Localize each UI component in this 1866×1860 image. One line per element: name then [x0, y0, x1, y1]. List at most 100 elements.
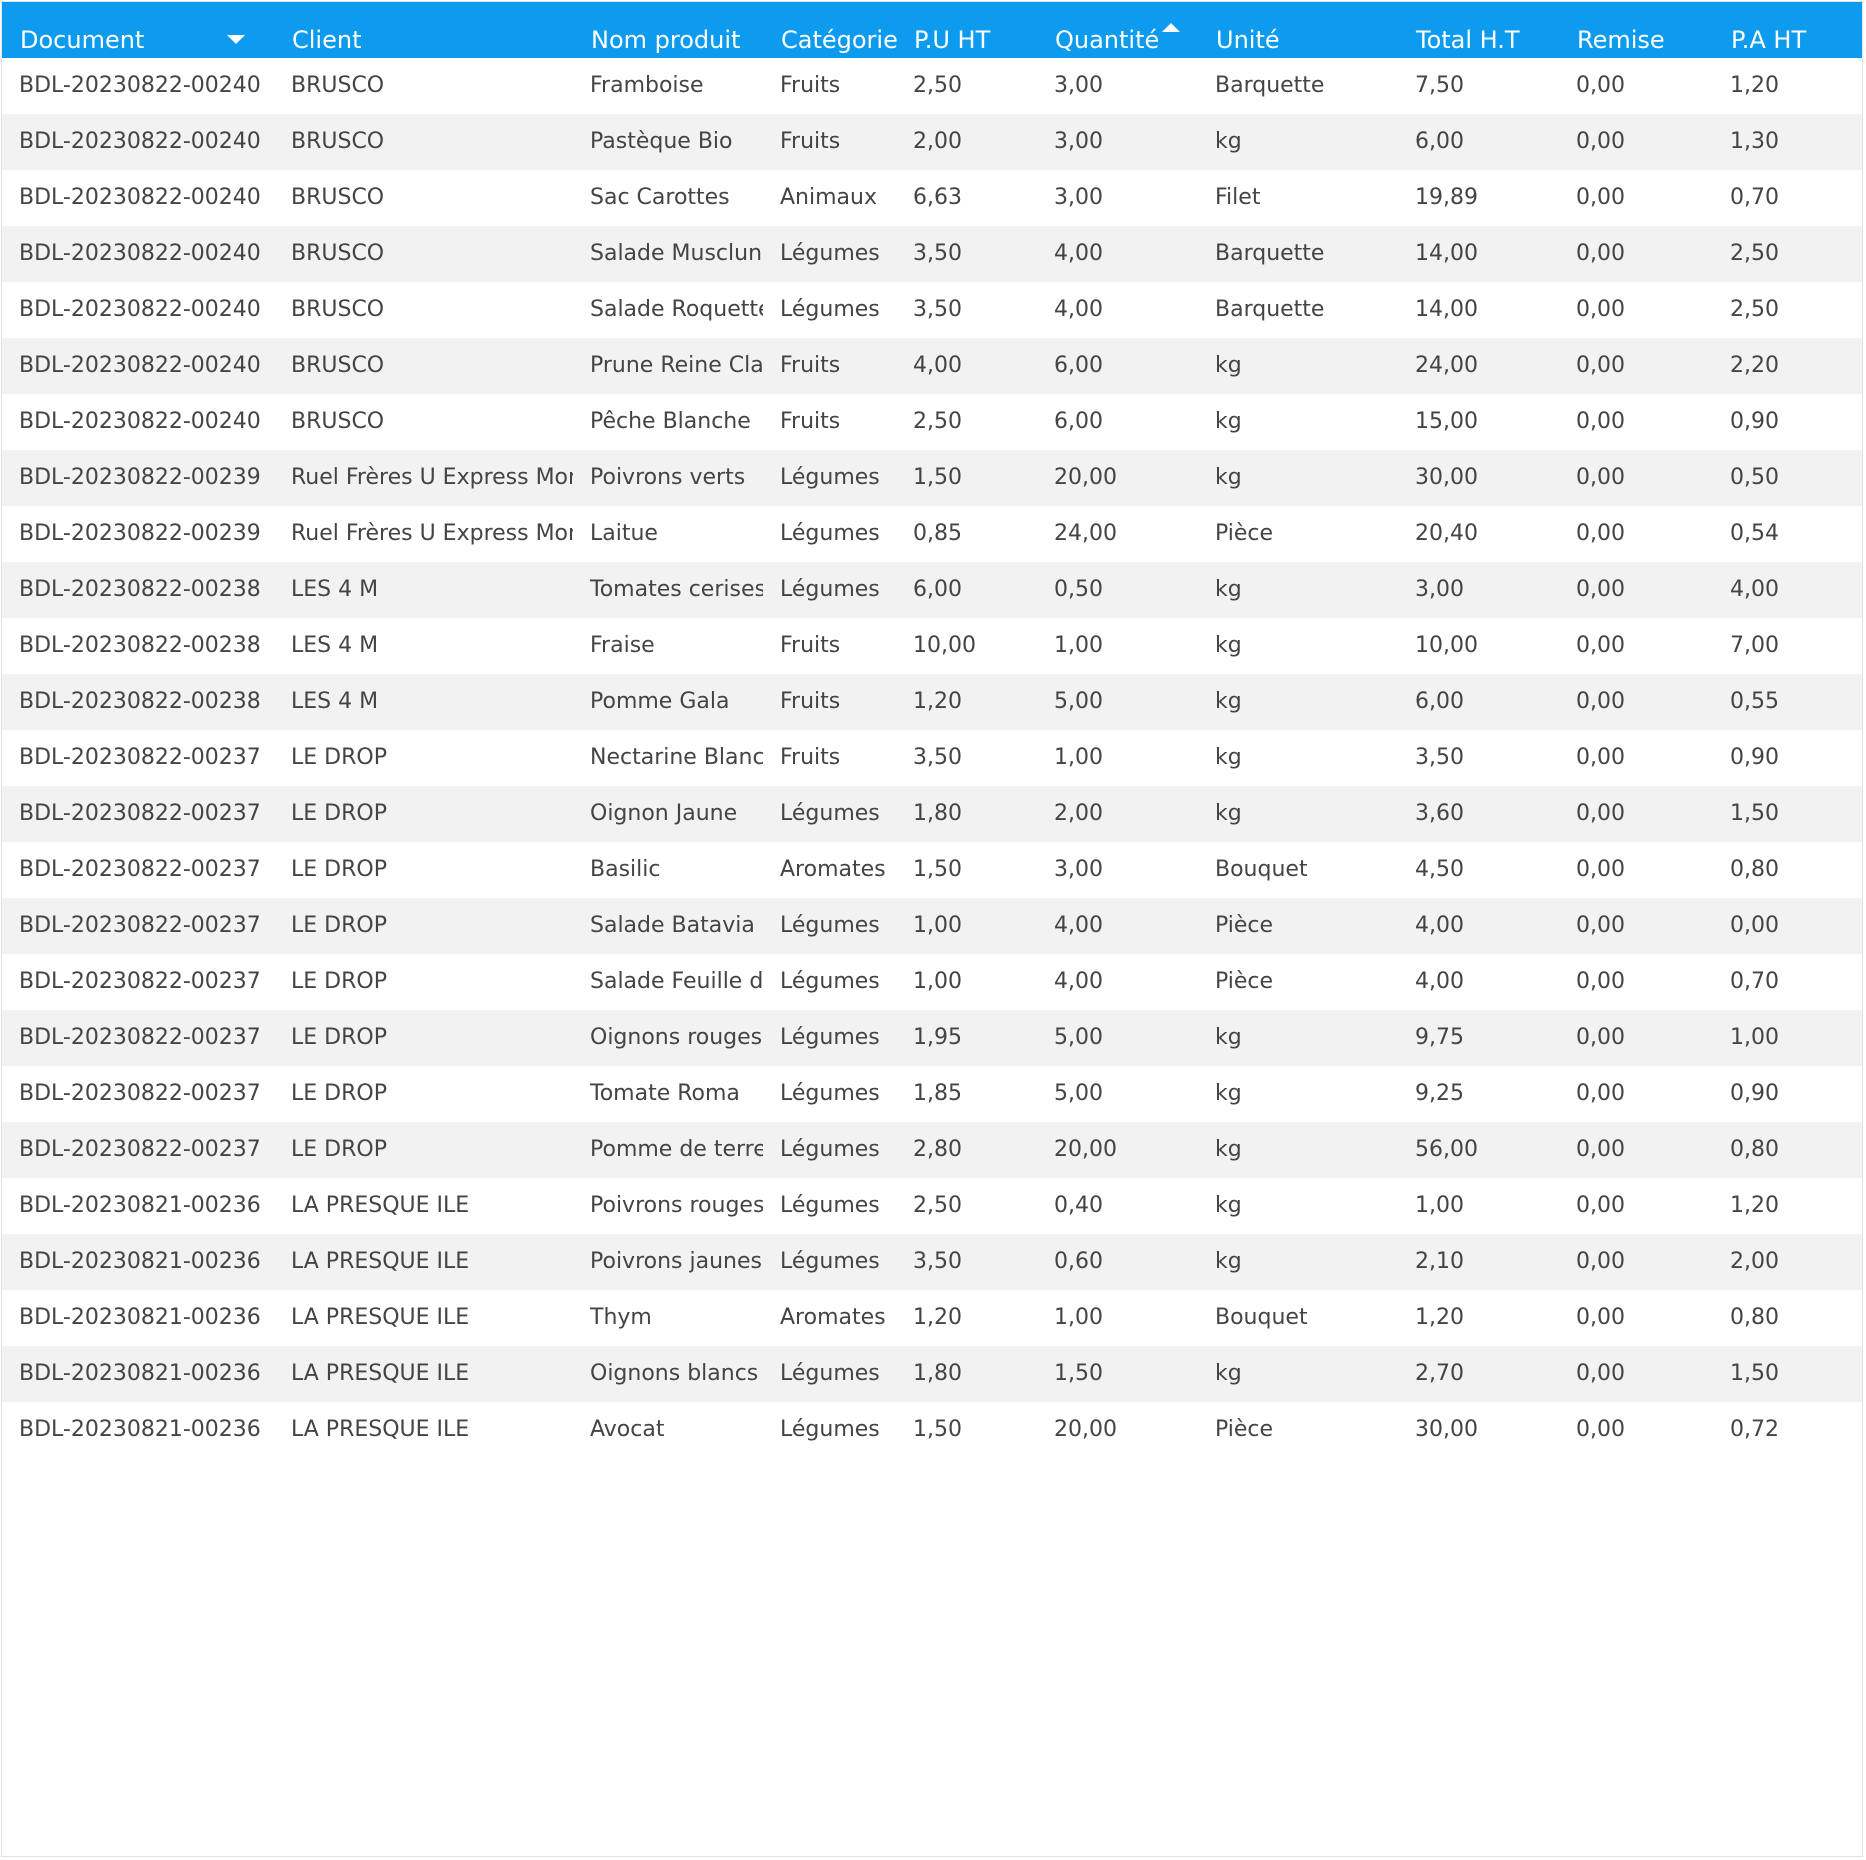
cell-quantite[interactable]: 4,00 — [1054, 969, 1103, 994]
cell-unite[interactable]: Bouquet — [1215, 857, 1308, 882]
cell-produit[interactable]: Thym — [590, 1305, 652, 1330]
cell-unite[interactable]: kg — [1215, 1025, 1242, 1050]
cell-quantite[interactable]: 3,00 — [1054, 129, 1103, 154]
table-row[interactable]: BDL-20230821-00236 LA PRESQUE ILE Avocat Lé… — [2, 1402, 1862, 1458]
cell-produit[interactable]: Poivrons verts — [590, 465, 746, 490]
table-row[interactable]: BDL-20230822-00240 BRUSCO Framboise Fruits 2… — [2, 58, 1862, 114]
cell-pu_ht[interactable]: 1,20 — [913, 1305, 962, 1330]
cell-remise[interactable]: 0,00 — [1576, 745, 1625, 770]
cell-remise[interactable]: 0,00 — [1576, 913, 1625, 938]
column-header-pu_ht[interactable]: P.U HT — [896, 2, 1037, 58]
cell-total_ht[interactable]: 30,00 — [1415, 465, 1478, 490]
cell-client[interactable]: LES 4 M — [291, 577, 379, 602]
cell-remise[interactable]: 0,00 — [1576, 129, 1625, 154]
cell-total_ht[interactable]: 1,00 — [1415, 1193, 1464, 1218]
cell-total_ht[interactable]: 56,00 — [1415, 1137, 1478, 1162]
cell-remise[interactable]: 0,00 — [1576, 1417, 1625, 1442]
cell-quantite[interactable]: 4,00 — [1054, 241, 1103, 266]
table-row[interactable]: BDL-20230822-00240 BRUSCO Sac Carottes Anim… — [2, 170, 1862, 226]
cell-client[interactable]: BRUSCO — [291, 129, 385, 154]
cell-categorie[interactable]: Légumes — [780, 1249, 880, 1274]
table-row[interactable]: BDL-20230821-00236 LA PRESQUE ILE Oignons … — [2, 1346, 1862, 1402]
cell-categorie[interactable]: Fruits — [780, 353, 841, 378]
cell-unite[interactable]: Pièce — [1215, 1417, 1274, 1442]
cell-total_ht[interactable]: 2,10 — [1415, 1249, 1464, 1274]
cell-document[interactable]: BDL-20230821-00236 — [19, 1417, 261, 1442]
cell-produit[interactable]: Salade Batavia — [590, 913, 755, 938]
cell-remise[interactable]: 0,00 — [1576, 1361, 1625, 1386]
cell-categorie[interactable]: Légumes — [780, 577, 880, 602]
cell-categorie[interactable]: Aromates — [780, 857, 886, 882]
cell-categorie[interactable]: Légumes — [780, 1361, 880, 1386]
cell-produit[interactable]: Oignons blancs — [590, 1361, 759, 1386]
column-header-quantite[interactable]: Quantité — [1037, 2, 1198, 58]
cell-remise[interactable]: 0,00 — [1576, 353, 1625, 378]
cell-categorie[interactable]: Animaux — [780, 185, 877, 210]
cell-client[interactable]: LE DROP — [291, 801, 387, 826]
cell-remise[interactable]: 0,00 — [1576, 969, 1625, 994]
cell-client[interactable]: LE DROP — [291, 1081, 387, 1106]
cell-produit[interactable]: Tomates cerises — [590, 577, 763, 602]
cell-total_ht[interactable]: 6,00 — [1415, 129, 1464, 154]
cell-remise[interactable]: 0,00 — [1576, 1249, 1625, 1274]
cell-document[interactable]: BDL-20230822-00237 — [19, 801, 261, 826]
cell-total_ht[interactable]: 1,20 — [1415, 1305, 1464, 1330]
cell-produit[interactable]: Basilic — [590, 857, 661, 882]
cell-categorie[interactable]: Légumes — [780, 1081, 880, 1106]
cell-document[interactable]: BDL-20230822-00237 — [19, 1025, 261, 1050]
cell-quantite[interactable]: 24,00 — [1054, 521, 1117, 546]
column-header-produit[interactable]: Nom produit — [573, 2, 763, 58]
table-row[interactable]: BDL-20230822-00237 LE DROP Salade Feuille … — [2, 954, 1862, 1010]
cell-pa_ht[interactable]: 0,00 — [1730, 913, 1779, 938]
cell-document[interactable]: BDL-20230822-00237 — [19, 1137, 261, 1162]
cell-pa_ht[interactable]: 1,20 — [1730, 1193, 1779, 1218]
cell-quantite[interactable]: 2,00 — [1054, 801, 1103, 826]
cell-pa_ht[interactable]: 0,55 — [1730, 689, 1779, 714]
cell-total_ht[interactable]: 15,00 — [1415, 409, 1478, 434]
cell-total_ht[interactable]: 2,70 — [1415, 1361, 1464, 1386]
cell-produit[interactable]: Poivrons rouges — [590, 1193, 763, 1218]
cell-pa_ht[interactable]: 7,00 — [1730, 633, 1779, 658]
cell-total_ht[interactable]: 4,00 — [1415, 913, 1464, 938]
cell-client[interactable]: LE DROP — [291, 969, 387, 994]
cell-client[interactable]: BRUSCO — [291, 73, 385, 98]
cell-categorie[interactable]: Fruits — [780, 689, 841, 714]
cell-unite[interactable]: Bouquet — [1215, 1305, 1308, 1330]
table-row[interactable]: BDL-20230822-00237 LE DROP Basilic Aromates… — [2, 842, 1862, 898]
cell-client[interactable]: LES 4 M — [291, 633, 379, 658]
cell-produit[interactable]: Nectarine Blanche — [590, 745, 763, 770]
cell-client[interactable]: BRUSCO — [291, 409, 385, 434]
cell-categorie[interactable]: Aromates — [780, 1305, 886, 1330]
cell-remise[interactable]: 0,00 — [1576, 801, 1625, 826]
cell-client[interactable]: LA PRESQUE ILE — [291, 1361, 470, 1386]
cell-pa_ht[interactable]: 0,72 — [1730, 1417, 1779, 1442]
cell-produit[interactable]: Tomate Roma — [590, 1081, 740, 1106]
cell-client[interactable]: LE DROP — [291, 745, 387, 770]
table-row[interactable]: BDL-20230822-00240 BRUSCO Salade Musclun Lé… — [2, 226, 1862, 282]
cell-categorie[interactable]: Légumes — [780, 241, 880, 266]
cell-total_ht[interactable]: 3,50 — [1415, 745, 1464, 770]
table-row[interactable]: BDL-20230822-00239 Ruel Frères U Express … — [2, 506, 1862, 562]
cell-client[interactable]: LA PRESQUE ILE — [291, 1193, 470, 1218]
cell-pu_ht[interactable]: 2,50 — [913, 1193, 962, 1218]
table-row[interactable]: BDL-20230822-00240 BRUSCO Prune Reine Clau… — [2, 338, 1862, 394]
cell-pu_ht[interactable]: 3,50 — [913, 241, 962, 266]
cell-quantite[interactable]: 20,00 — [1054, 1137, 1117, 1162]
cell-remise[interactable]: 0,00 — [1576, 185, 1625, 210]
cell-client[interactable]: LE DROP — [291, 1137, 387, 1162]
cell-pa_ht[interactable]: 0,50 — [1730, 465, 1779, 490]
cell-quantite[interactable]: 3,00 — [1054, 185, 1103, 210]
cell-pa_ht[interactable]: 0,90 — [1730, 1081, 1779, 1106]
cell-remise[interactable]: 0,00 — [1576, 857, 1625, 882]
cell-quantite[interactable]: 5,00 — [1054, 1025, 1103, 1050]
cell-remise[interactable]: 0,00 — [1576, 1081, 1625, 1106]
cell-categorie[interactable]: Fruits — [780, 745, 841, 770]
table-row[interactable]: BDL-20230822-00237 LE DROP Oignon Jaune Lég… — [2, 786, 1862, 842]
cell-categorie[interactable]: Légumes — [780, 801, 880, 826]
cell-pu_ht[interactable]: 1,50 — [913, 465, 962, 490]
table-row[interactable]: BDL-20230822-00237 LE DROP Pomme de terre L… — [2, 1122, 1862, 1178]
cell-pu_ht[interactable]: 1,50 — [913, 857, 962, 882]
cell-document[interactable]: BDL-20230822-00237 — [19, 969, 261, 994]
column-header-document[interactable]: Document — [2, 2, 274, 58]
cell-categorie[interactable]: Légumes — [780, 1025, 880, 1050]
